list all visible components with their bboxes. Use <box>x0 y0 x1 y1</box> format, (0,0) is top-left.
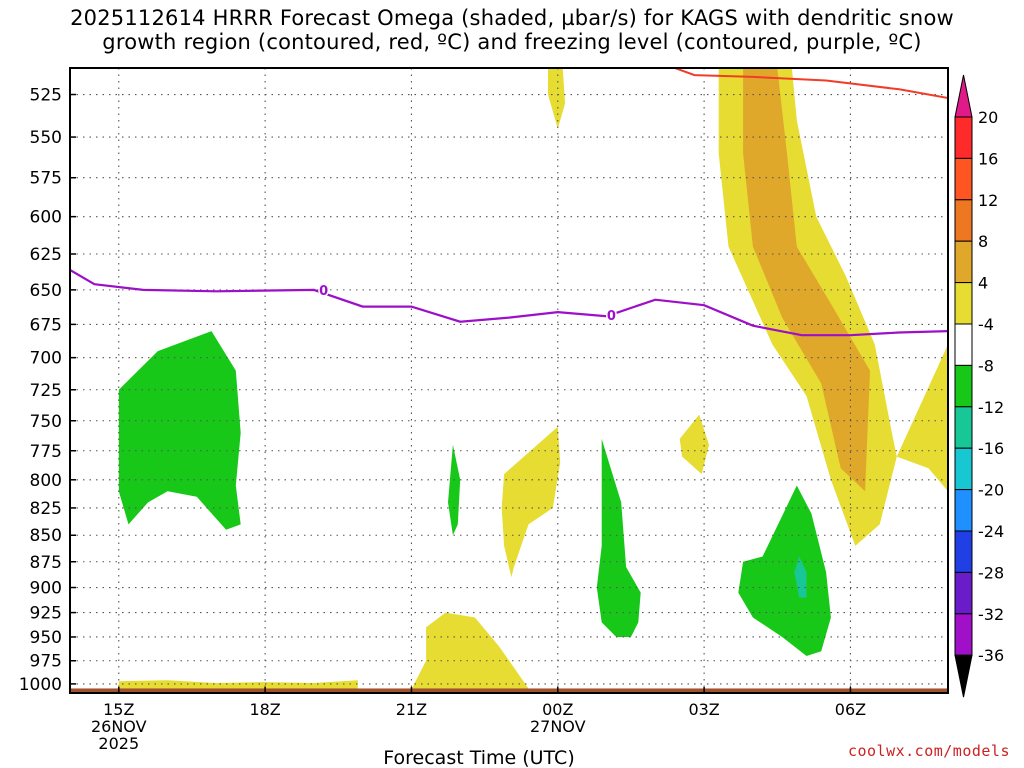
colorbar-label-12: -32 <box>978 605 1004 624</box>
plot-area: 00 <box>70 68 948 693</box>
x-tick-label-7-0: 21Z <box>396 700 427 719</box>
y-tick-label-975: 975 <box>30 652 62 672</box>
colorbar-label-0: 20 <box>978 108 998 127</box>
x-tick-label-1-2: 2025 <box>98 734 139 753</box>
colorbar-label-10: -24 <box>978 522 1004 541</box>
y-tick-label-725: 725 <box>30 381 62 401</box>
y-tick-label-775: 775 <box>30 442 62 462</box>
y-tick-label-825: 825 <box>30 499 62 519</box>
colorbar-segment-8 <box>954 447 973 491</box>
colorbar-bottom-arrow <box>954 654 973 698</box>
omega-region-2 <box>896 344 948 492</box>
omega-region-3 <box>548 68 566 129</box>
y-tick-label-600: 600 <box>30 208 62 228</box>
omega-region-4 <box>679 414 709 475</box>
omega-region-7 <box>118 680 358 691</box>
freezing-level-line <box>70 269 948 337</box>
colorbar-segment-6 <box>954 364 973 408</box>
x-tick-label-10-0: 00Z <box>542 700 573 719</box>
colorbar-label-9: -20 <box>978 481 1004 500</box>
colorbar-label-2: 12 <box>978 191 998 210</box>
x-tick-label-1-1: 26NOV <box>91 717 147 736</box>
colorbar-label-8: -16 <box>978 439 1004 458</box>
y-tick-label-925: 925 <box>30 604 62 624</box>
colorbar-label-11: -28 <box>978 563 1004 582</box>
omega-region-11 <box>738 485 831 656</box>
colorbar-top-arrow <box>954 74 973 118</box>
omega-region-12 <box>794 556 807 598</box>
colorbar-segment-10 <box>954 530 973 573</box>
chart-title-line-2: growth region (contoured, red, ºC) and f… <box>102 30 922 54</box>
plot-frame <box>69 67 949 694</box>
omega-region-6 <box>411 612 529 690</box>
colorbar-label-13: -36 <box>978 646 1004 665</box>
colorbar-segment-0 <box>954 116 973 159</box>
y-tick-label-750: 750 <box>30 412 62 432</box>
colorbar-label-3: 8 <box>978 232 988 251</box>
omega-region-9 <box>448 444 461 536</box>
colorbar-segment-7 <box>954 406 973 449</box>
omega-region-5 <box>501 426 561 578</box>
colorbar-label-7: -12 <box>978 398 1004 417</box>
colorbar-segment-12 <box>954 613 973 656</box>
y-tick-label-950: 950 <box>30 628 62 648</box>
x-tick-label-1-0: 15Z <box>103 700 134 719</box>
y-tick-label-550: 550 <box>30 128 62 148</box>
x-tick-label-4-0: 18Z <box>249 700 280 719</box>
colorbar-segment-5 <box>954 323 973 366</box>
colorbar: 20 16 12 8 4 -4 -8 -12 -16 -20 -24 -28 -32 -36 <box>954 74 1004 698</box>
y-tick-label-1000: 1000 <box>19 675 62 695</box>
colorbar-label-1: 16 <box>978 149 998 168</box>
y-tick-label-700: 700 <box>30 349 62 369</box>
colorbar-label-5: -4 <box>978 315 994 334</box>
colorbar-label-4: 4 <box>978 274 988 293</box>
y-tick-label-875: 875 <box>30 553 62 573</box>
dendritic-contour <box>421 68 948 99</box>
y-tick-label-675: 675 <box>30 315 62 335</box>
colorbar-segment-4 <box>954 282 973 325</box>
chart-title: 2025112614 HRRR Forecast Omega (shaded, … <box>0 6 1024 54</box>
colorbar-segment-3 <box>954 240 973 284</box>
freezing-level-label-0: 0 <box>319 284 328 299</box>
y-tick-label-525: 525 <box>30 86 62 106</box>
x-tick-label-16-0: 06Z <box>835 700 866 719</box>
y-tick-label-850: 850 <box>30 526 62 546</box>
colorbar-segment-1 <box>954 157 973 201</box>
chart-title-line-1: 2025112614 HRRR Forecast Omega (shaded, … <box>70 6 954 30</box>
y-tick-label-650: 650 <box>30 281 62 301</box>
colorbar-segment-11 <box>954 571 973 615</box>
colorbar-segment-9 <box>954 489 973 532</box>
y-tick-label-800: 800 <box>30 471 62 491</box>
credit-link[interactable]: coolwx.com/models <box>847 742 1010 760</box>
x-axis-label: Forecast Time (UTC) <box>383 747 574 768</box>
y-tick-label-900: 900 <box>30 579 62 599</box>
x-tick-label-13-0: 03Z <box>688 700 719 719</box>
omega-region-1 <box>743 68 870 492</box>
ground-strip <box>70 688 948 693</box>
x-tick-label-10-1: 27NOV <box>530 717 586 736</box>
y-tick-label-625: 625 <box>30 245 62 265</box>
freezing-level-label-1: 0 <box>607 309 616 324</box>
colorbar-label-6: -8 <box>978 356 994 375</box>
y-tick-label-575: 575 <box>30 169 62 189</box>
colorbar-segment-2 <box>954 199 973 242</box>
